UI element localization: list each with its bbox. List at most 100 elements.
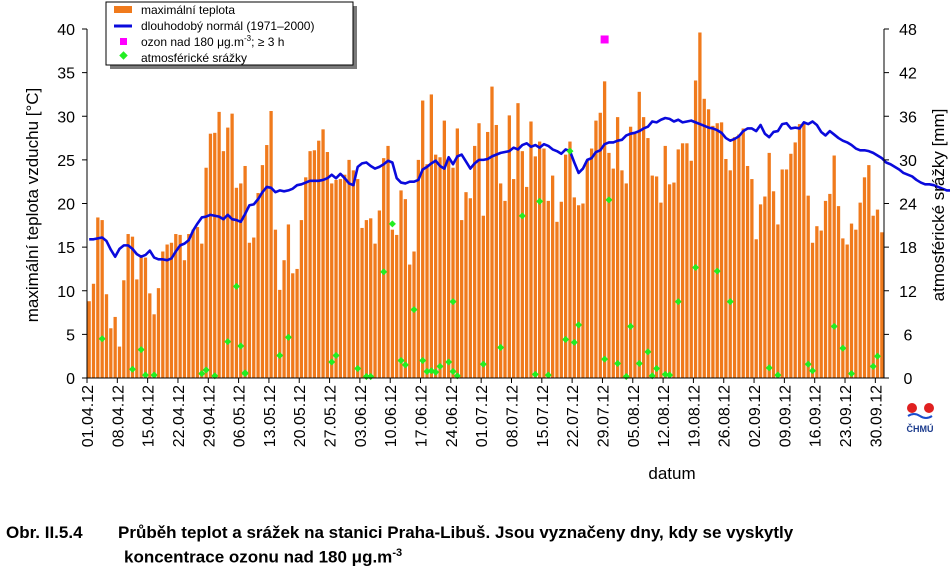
precip-point	[401, 361, 409, 369]
precip-point	[653, 365, 661, 373]
precip-point	[397, 357, 405, 365]
temp-bar	[611, 168, 615, 378]
precip-point	[605, 196, 613, 204]
x-tick-label: 08.04.12	[110, 385, 127, 447]
temp-bar	[429, 94, 433, 378]
temp-bar	[628, 126, 633, 378]
temp-bar	[546, 200, 550, 378]
y-axis-label: maximální teplota vzduchu [°C]	[23, 88, 42, 323]
logo-circle-left	[907, 403, 917, 413]
x-tick-label: 03.06.12	[353, 385, 370, 447]
temp-bar	[330, 183, 334, 378]
precip-point	[774, 371, 782, 379]
x-tick-label: 02.09.12	[747, 385, 764, 447]
precip-point	[276, 351, 284, 359]
temp-bar	[286, 224, 291, 378]
temp-bar	[576, 205, 581, 378]
precip-point	[354, 365, 362, 373]
precip-point	[575, 321, 583, 329]
temp-bar	[243, 165, 247, 378]
temp-bar	[624, 183, 628, 378]
x-tick-label: 15.04.12	[141, 385, 158, 447]
precip-point	[808, 367, 817, 375]
ozone-point	[600, 35, 609, 44]
temp-bar	[91, 283, 96, 378]
temp-bar	[854, 229, 858, 378]
temp-bar	[745, 165, 750, 378]
temp-bar	[620, 170, 624, 378]
temp-bar	[789, 153, 793, 378]
temp-bar	[351, 170, 356, 378]
precip-point	[562, 335, 570, 343]
precip-point	[141, 371, 150, 379]
temp-bar	[447, 160, 451, 378]
temp-bar	[568, 141, 572, 378]
precip-point	[869, 362, 877, 370]
precip-point	[713, 267, 721, 275]
caption-superscript: -3	[392, 547, 403, 559]
precip-point	[410, 306, 418, 314]
temp-bar	[113, 316, 117, 378]
temp-bar	[143, 257, 148, 378]
temp-bar	[156, 288, 161, 378]
y2-tick-label: 48	[899, 22, 917, 39]
temp-bar	[698, 32, 702, 379]
temp-bar	[581, 203, 585, 378]
precip-point	[445, 358, 453, 366]
logo-text: ČHMÚ	[907, 423, 934, 434]
temp-bar	[494, 124, 498, 378]
precip-point	[436, 362, 444, 370]
x-tick-label: 30.09.12	[868, 385, 885, 447]
temp-bar	[572, 197, 576, 378]
logo-wave	[907, 413, 933, 419]
x-tick-label: 15.07.12	[535, 385, 552, 447]
y2-tick-label: 30	[899, 153, 917, 170]
y2-tick-label: 18	[899, 240, 917, 257]
legend-label-ozone: ozon nad 180 μg.m-3; ≥ 3 h	[141, 34, 284, 49]
temp-bar	[771, 191, 776, 378]
caption-line-1: Obr. II.5.4 Průběh teplot a srážek na sta…	[6, 522, 793, 543]
x-tick-label: 26.08.12	[717, 385, 734, 447]
temp-bar	[373, 243, 377, 378]
temp-bar	[871, 215, 875, 378]
temp-bar	[806, 195, 810, 378]
legend-label-ozone-prefix: ozon nad 180 μg.m	[141, 35, 244, 49]
temp-bar	[559, 201, 563, 378]
legend: maximální teplota dlouhodobý normál (197…	[105, 1, 357, 69]
temp-bar	[364, 220, 369, 378]
temp-bar	[247, 242, 252, 378]
temp-bar	[607, 152, 611, 378]
right-axis-ticks: 0 6 12 18 24 30 36 42 48	[884, 22, 917, 388]
precip-point	[237, 342, 245, 350]
temp-bar	[239, 183, 243, 378]
precip-point	[367, 373, 375, 381]
temp-bar	[823, 200, 828, 378]
temp-bar	[455, 128, 459, 378]
legend-label-precip: atmosférické srážky	[141, 51, 247, 65]
left-axis-ticks: 0 5 10 15 20 25 30 35 40	[57, 22, 87, 388]
temp-bar	[862, 177, 867, 378]
x-tick-label: 12.08.12	[656, 385, 673, 447]
temp-bar	[321, 129, 325, 378]
temp-bar	[473, 145, 477, 378]
temp-bar	[152, 314, 156, 378]
temp-bar	[273, 229, 278, 378]
precip-point	[614, 359, 622, 367]
precip-point	[241, 370, 249, 378]
precip-point	[380, 268, 388, 276]
precip-point	[601, 355, 609, 363]
precip-point	[847, 370, 856, 378]
y2-tick-label: 0	[904, 371, 913, 388]
temp-bar	[672, 182, 676, 378]
temp-bar	[230, 113, 234, 378]
precip-point	[726, 298, 734, 306]
legend-label-normal: dlouhodobý normál (1971–2000)	[141, 19, 314, 33]
temp-bar	[395, 234, 399, 378]
temp-bar	[148, 293, 152, 378]
temp-bar	[706, 109, 711, 379]
temp-bar	[308, 151, 312, 378]
y-tick-label: 35	[57, 66, 75, 83]
temp-bar	[191, 229, 195, 378]
temp-bar	[408, 264, 412, 378]
precip-point	[518, 212, 526, 220]
